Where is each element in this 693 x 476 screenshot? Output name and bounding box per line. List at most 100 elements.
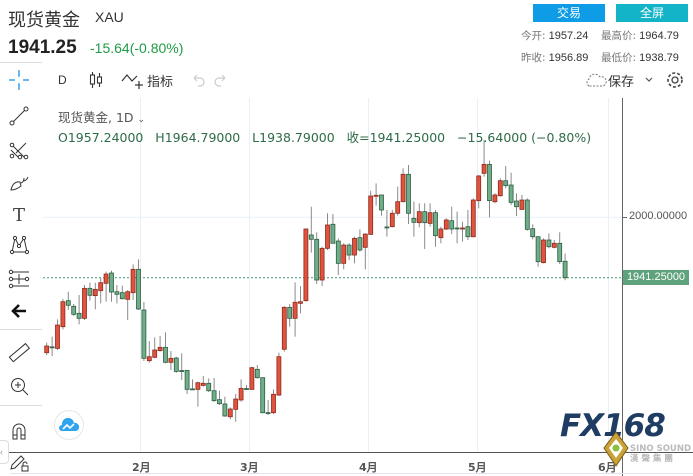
left-tool-text[interactable]: T xyxy=(6,202,32,226)
candle-body xyxy=(308,234,314,240)
candle xyxy=(481,139,487,177)
indicators-button[interactable]: 指标 xyxy=(121,70,173,90)
candle xyxy=(146,341,152,363)
candle xyxy=(217,390,222,406)
left-tool-crosshair[interactable] xyxy=(6,68,32,92)
left-tool-magnet[interactable] xyxy=(6,419,32,443)
candle xyxy=(551,240,557,249)
candle-body xyxy=(44,345,50,354)
candle xyxy=(384,210,390,237)
candle-body xyxy=(92,288,98,297)
left-tool-trend-line[interactable] xyxy=(6,104,32,128)
candle xyxy=(422,203,428,249)
left-tool-brush[interactable] xyxy=(6,171,32,195)
candle-body xyxy=(265,412,271,415)
chart-logo-button[interactable] xyxy=(54,410,84,440)
candle xyxy=(303,228,309,302)
interval-button[interactable]: D xyxy=(58,73,67,87)
candlestick-icon xyxy=(89,72,103,88)
save-label: 保存 xyxy=(608,74,635,90)
fullscreen-button[interactable]: 全屏 xyxy=(616,4,688,22)
candle-body xyxy=(130,268,136,294)
chart-legend-title[interactable]: 现货黄金, 1D ⌄ xyxy=(58,107,145,126)
candle xyxy=(190,379,195,391)
left-tool-back[interactable] xyxy=(6,299,32,323)
candle-body xyxy=(514,200,519,208)
candle xyxy=(546,233,552,249)
candle-body xyxy=(227,408,233,418)
candle-body xyxy=(508,184,514,203)
save-menu-button[interactable] xyxy=(644,70,654,90)
left-tool-pitchfork[interactable] xyxy=(6,138,32,162)
save-button[interactable]: 保存 xyxy=(584,70,634,90)
candle-body xyxy=(503,180,509,187)
candle xyxy=(508,172,514,206)
candle-body xyxy=(454,227,460,230)
left-tool-zoom[interactable] xyxy=(6,374,32,398)
candle-body xyxy=(330,223,336,244)
candle-body xyxy=(487,163,492,202)
cloud-icon xyxy=(586,73,607,87)
candle xyxy=(465,210,471,241)
candle-body xyxy=(287,306,293,319)
candle-body xyxy=(206,382,212,392)
candle-body xyxy=(562,260,568,279)
candle-body xyxy=(357,237,363,251)
candle-body xyxy=(141,309,147,359)
candle xyxy=(325,213,330,250)
candle-body xyxy=(163,346,168,363)
candle-body xyxy=(87,287,93,296)
candle xyxy=(557,232,563,265)
candle xyxy=(416,203,422,228)
candle-body xyxy=(481,163,487,174)
collapse-toolbar-button[interactable]: ‹ xyxy=(0,440,9,464)
candle-body xyxy=(98,282,104,292)
settings-button[interactable] xyxy=(665,70,685,90)
candle-body xyxy=(211,390,217,402)
watermark-text: SINO SOUND 漢 聲 集 團 xyxy=(630,444,691,464)
candle xyxy=(222,396,228,417)
candle xyxy=(244,384,249,391)
trade-button[interactable]: 交易 xyxy=(533,4,605,22)
candle-body xyxy=(530,228,536,238)
candle-body xyxy=(384,226,390,229)
candle xyxy=(168,351,174,371)
left-tool-measure[interactable] xyxy=(6,267,32,291)
candle xyxy=(233,394,239,422)
candle-body xyxy=(400,173,406,203)
candle xyxy=(92,282,98,310)
left-tool-ruler[interactable] xyxy=(6,341,32,365)
candle xyxy=(65,291,71,311)
candle-body xyxy=(249,367,255,390)
candle xyxy=(136,259,141,311)
left-tool-lock-drawings[interactable] xyxy=(6,450,32,474)
left-tool-pattern[interactable] xyxy=(6,233,32,257)
time-axis-label: 3月 xyxy=(240,461,259,474)
candle-body xyxy=(82,287,87,319)
redo-button[interactable] xyxy=(213,70,229,90)
price-axis-label: 2000.00000 xyxy=(629,210,688,222)
undo-button[interactable] xyxy=(190,70,206,90)
chevron-down-icon: ⌄ xyxy=(137,115,146,125)
time-axis-label: 5月 xyxy=(468,461,487,474)
candle xyxy=(524,198,530,231)
candle xyxy=(335,238,341,275)
candle-body xyxy=(433,212,438,237)
candle xyxy=(362,233,368,270)
cloud-chart-icon xyxy=(59,418,79,431)
open-value: 1957.24 xyxy=(548,30,589,42)
price-change: -15.64(-0.80%) xyxy=(90,40,184,56)
measure-icon xyxy=(8,269,30,289)
candle xyxy=(119,285,125,300)
stat-prev-close: 昨收: 1956.89 xyxy=(521,50,588,65)
chart-type-button[interactable] xyxy=(89,70,103,90)
candle xyxy=(292,282,298,337)
candle xyxy=(314,232,320,285)
candle xyxy=(211,377,217,402)
candle xyxy=(152,337,158,359)
candle xyxy=(271,389,276,415)
candle xyxy=(98,277,104,304)
stat-open: 今开: 1957.24 xyxy=(521,28,588,43)
back-arrow-icon xyxy=(11,304,26,318)
